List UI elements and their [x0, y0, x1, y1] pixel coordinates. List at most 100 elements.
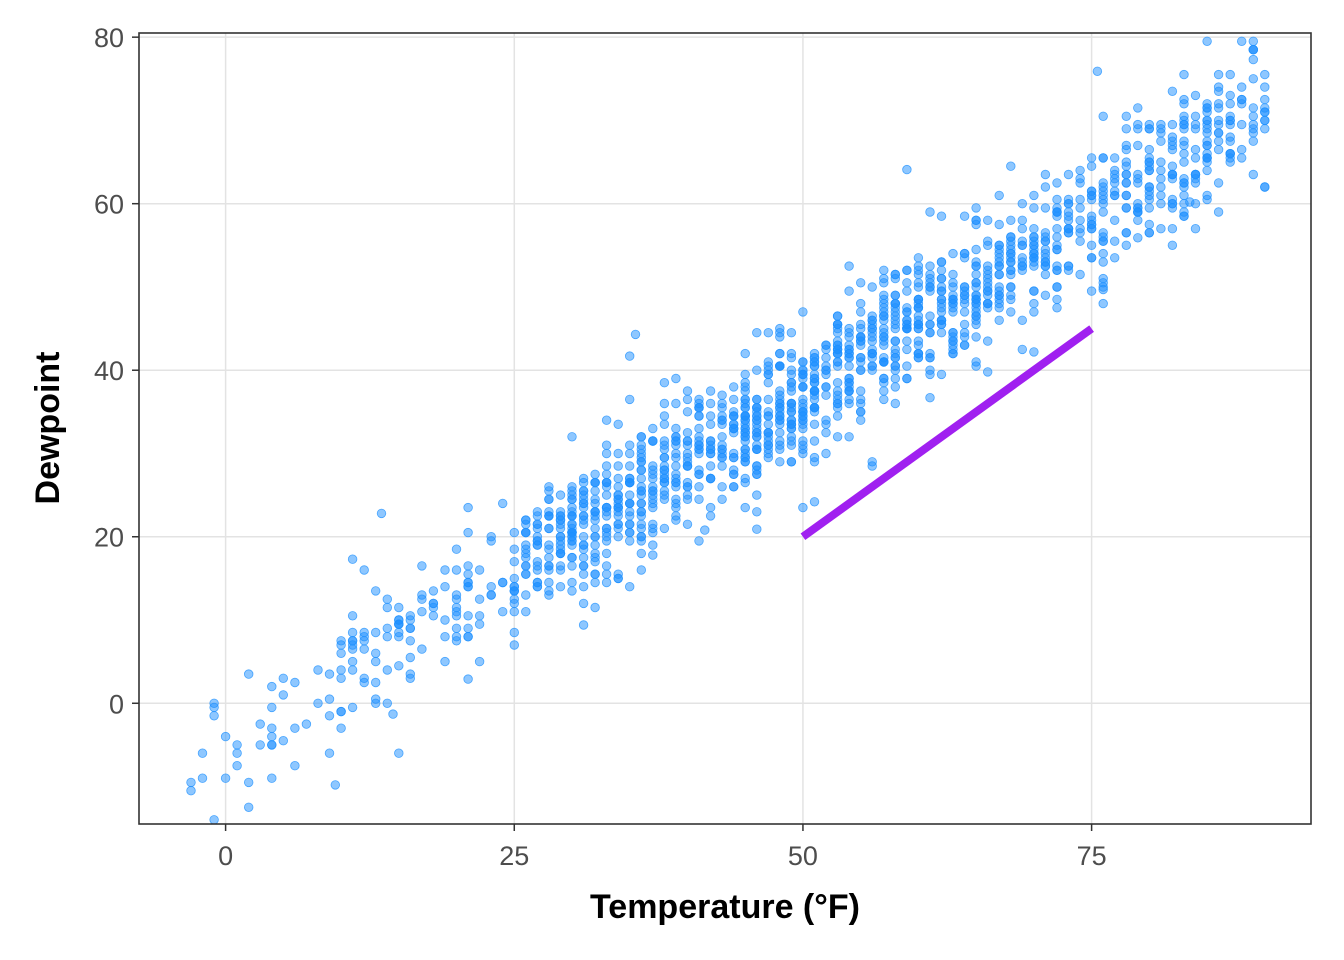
data-point [798, 307, 808, 317]
data-point [729, 428, 739, 438]
data-point [1040, 236, 1051, 246]
data-point [648, 482, 658, 492]
data-point [590, 486, 600, 496]
data-point [1098, 236, 1108, 246]
data-point [821, 365, 831, 375]
data-point [913, 336, 924, 346]
data-point [832, 340, 843, 350]
data-point [775, 361, 785, 371]
data-point [590, 469, 600, 480]
data-point [879, 340, 889, 350]
data-point [347, 554, 358, 564]
data-point [197, 773, 208, 783]
data-point [601, 469, 612, 480]
data-point [959, 328, 970, 338]
data-point [659, 473, 670, 484]
data-point [388, 709, 398, 719]
data-point [290, 761, 300, 771]
data-point [844, 373, 854, 384]
data-point [925, 319, 935, 330]
data-point [382, 665, 393, 675]
data-point [405, 615, 416, 625]
y-tick-label: 60 [94, 190, 124, 220]
data-point [359, 677, 369, 688]
data-point [798, 369, 808, 380]
data-point [902, 164, 912, 175]
data-point [290, 723, 300, 733]
data-point [590, 540, 600, 550]
data-point [486, 532, 496, 542]
data-point [625, 394, 635, 405]
data-point [428, 598, 439, 609]
data-point [1236, 144, 1247, 155]
data-point [1260, 94, 1270, 105]
data-point [555, 548, 566, 559]
data-point [613, 461, 623, 471]
data-point [1167, 173, 1178, 184]
data-point [613, 498, 623, 509]
data-point [544, 577, 554, 588]
data-point [209, 702, 219, 713]
data-point [1190, 223, 1201, 234]
data-point [313, 698, 323, 709]
data-point [890, 382, 901, 392]
data-point [590, 557, 600, 567]
data-point [1185, 197, 1195, 207]
data-point [994, 269, 1004, 280]
data-point [1167, 161, 1178, 171]
data-point [509, 598, 520, 609]
data-point [717, 494, 727, 505]
data-point [763, 378, 774, 388]
data-point [532, 523, 543, 534]
data-point [1156, 190, 1166, 201]
data-point [798, 502, 808, 513]
data-point [694, 423, 704, 434]
data-point [890, 353, 901, 363]
plot-background [139, 33, 1311, 824]
data-point [1248, 169, 1259, 180]
data-point [1156, 173, 1166, 184]
data-point [763, 394, 774, 405]
data-point [717, 452, 727, 463]
data-point [1190, 144, 1201, 155]
data-point [1121, 140, 1132, 151]
data-point [682, 407, 693, 417]
data-point [936, 265, 947, 276]
data-point [1121, 124, 1132, 134]
data-point [451, 607, 462, 617]
data-point [1109, 178, 1120, 188]
data-point [1121, 178, 1132, 188]
data-point [255, 719, 265, 729]
data-point [1179, 207, 1189, 217]
data-point [1121, 228, 1132, 238]
data-point [578, 477, 589, 488]
data-point [521, 527, 531, 538]
data-point [567, 577, 577, 588]
data-point [959, 298, 970, 309]
data-point [486, 590, 496, 600]
data-point [1167, 86, 1178, 97]
data-point [682, 461, 693, 471]
data-point [243, 802, 254, 813]
data-point [532, 565, 543, 575]
data-point [717, 390, 727, 400]
data-point [636, 465, 647, 475]
data-point [798, 398, 808, 409]
y-tick-label: 20 [94, 523, 124, 553]
data-point [1156, 223, 1166, 234]
data-point [648, 473, 658, 484]
data-point [1063, 194, 1074, 205]
data-point [936, 369, 947, 380]
data-point [1190, 169, 1201, 180]
data-point [775, 457, 785, 467]
data-point [1052, 232, 1062, 242]
data-point [1248, 128, 1259, 138]
data-point [717, 398, 727, 409]
data-point [394, 661, 404, 671]
data-point [590, 577, 600, 588]
data-point [1202, 153, 1212, 163]
data-point [936, 257, 947, 267]
data-point [705, 511, 716, 521]
data-point [347, 656, 358, 667]
data-point [856, 386, 866, 396]
